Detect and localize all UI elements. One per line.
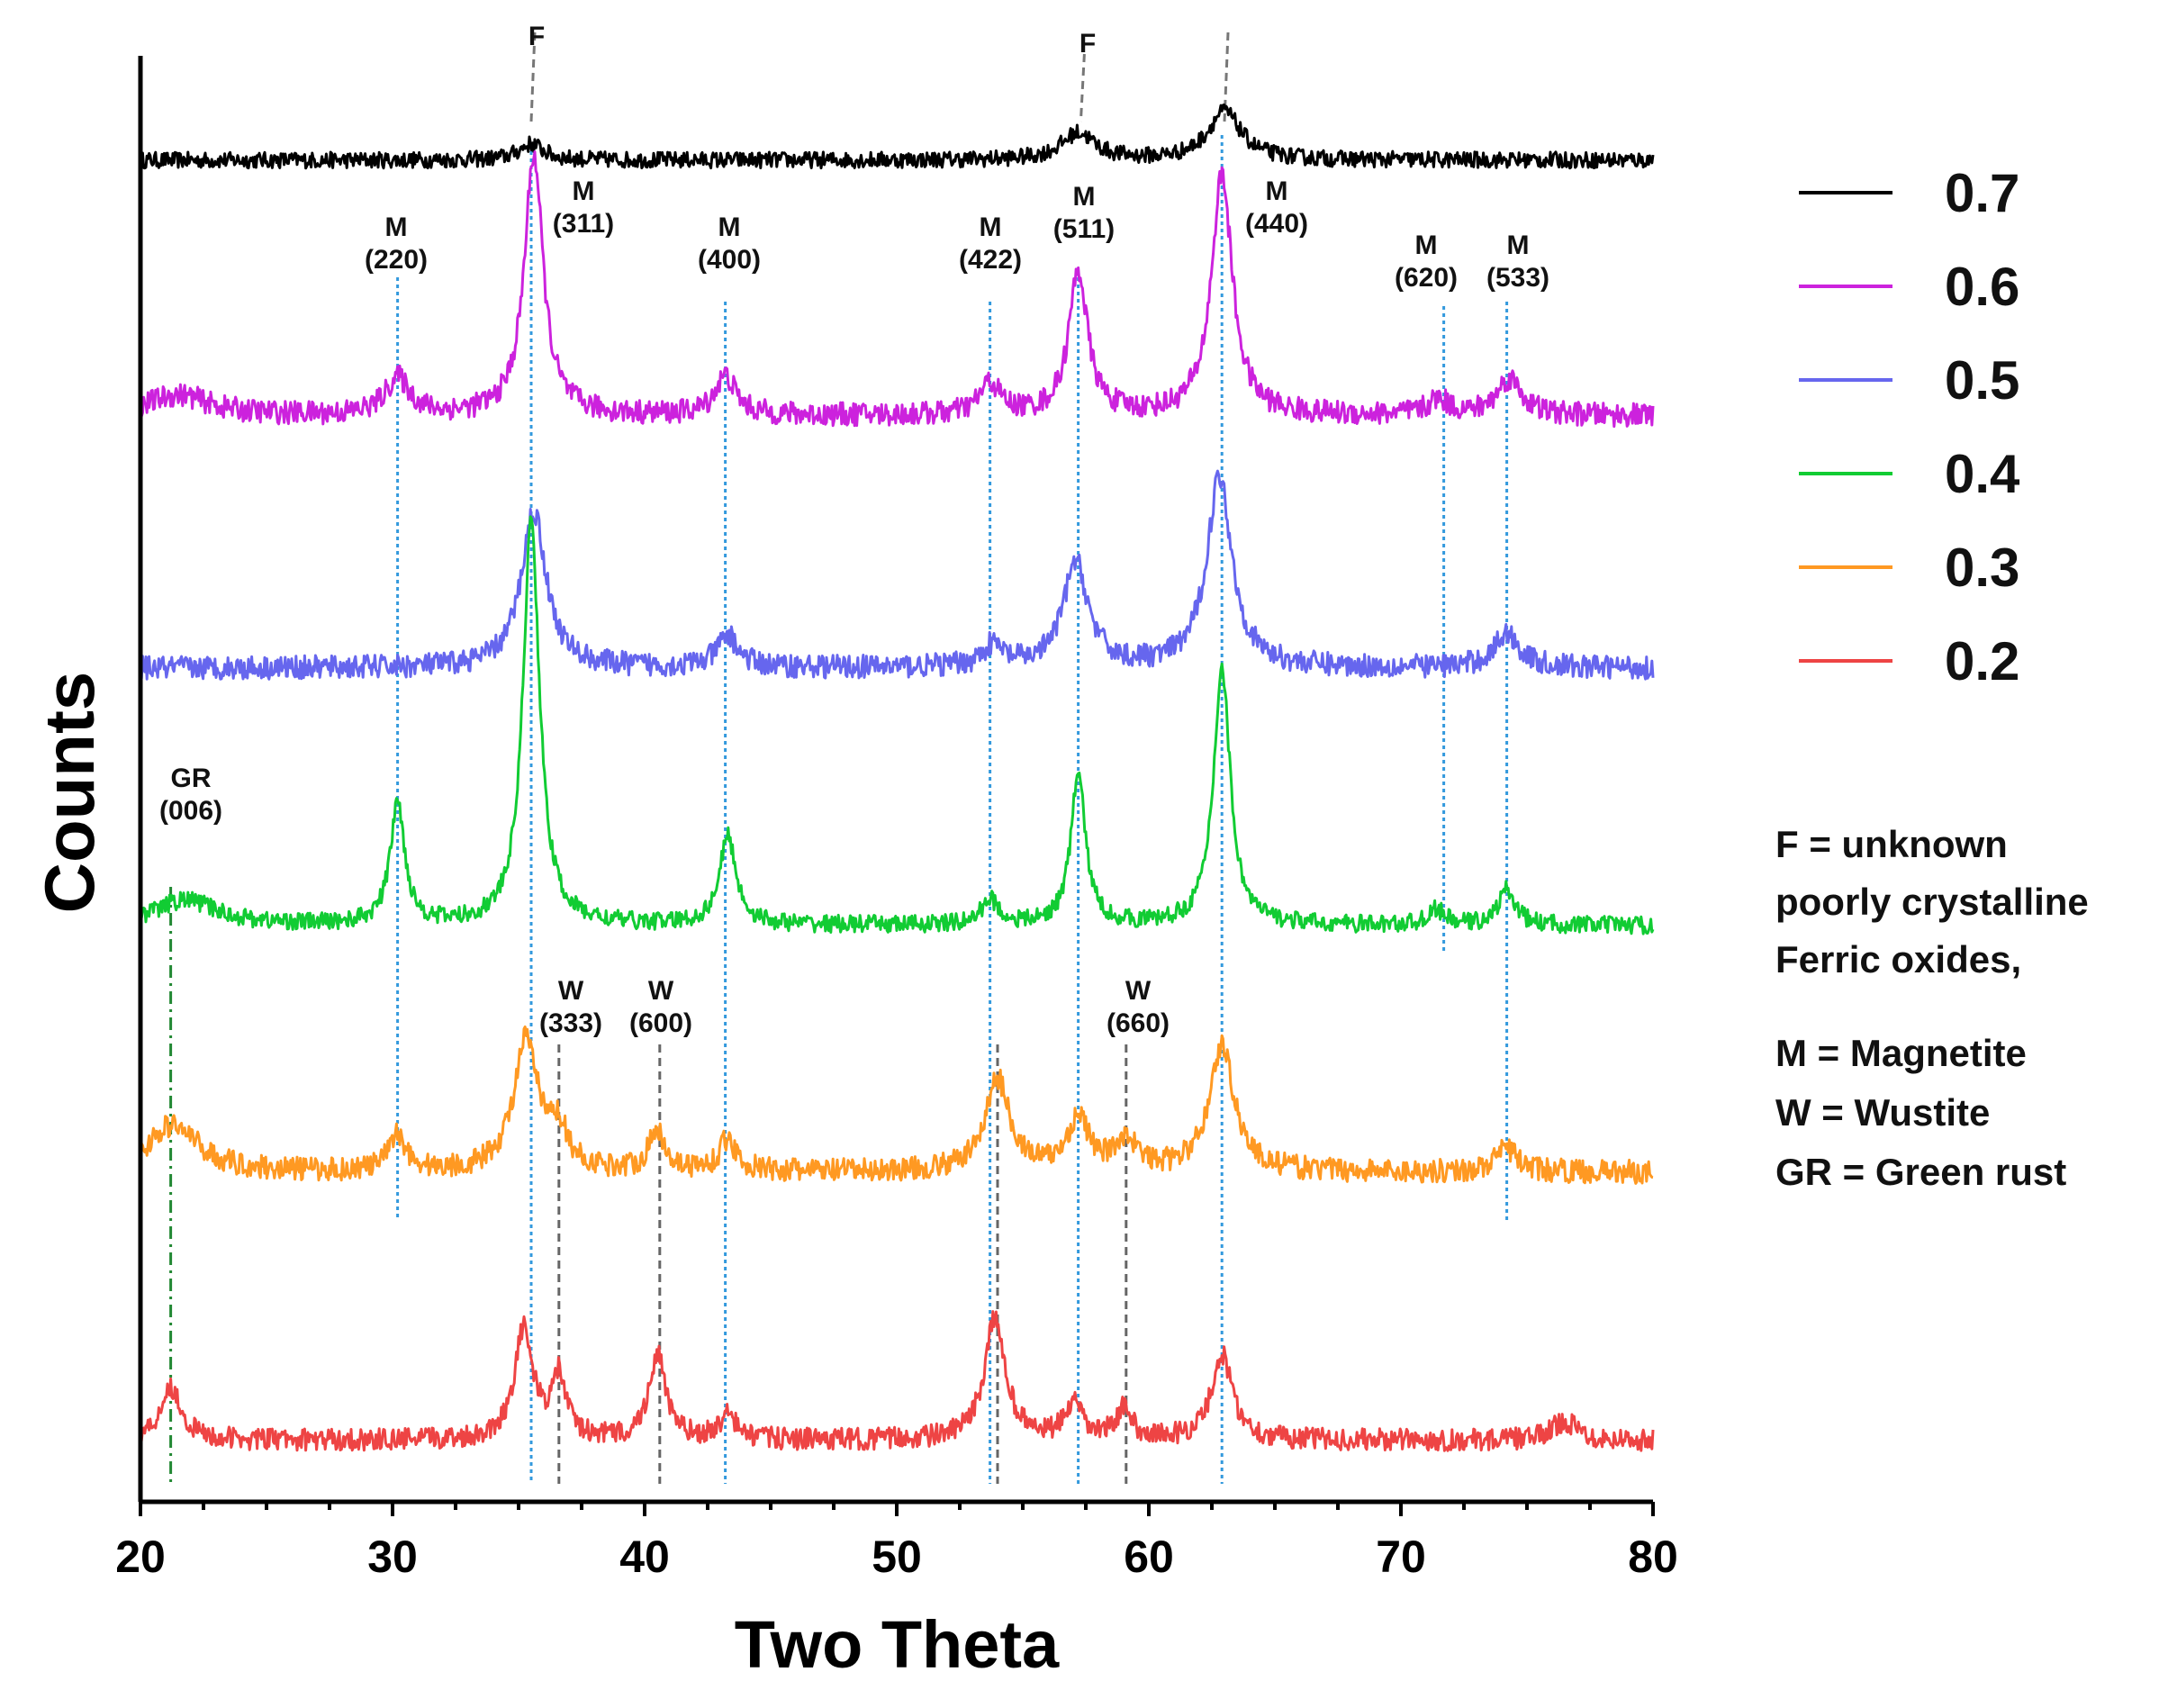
peak-hkl-w-11: (660) (1107, 1008, 1170, 1038)
peak-label-m-1: M (573, 176, 595, 206)
y-axis-title: Counts (30, 672, 109, 914)
legend-label-0-2: 0.2 (1945, 631, 2019, 691)
x-tick-label: 80 (1628, 1532, 1678, 1582)
x-ticks: 20 30 40 50 60 70 80 (115, 1502, 1678, 1582)
peak-hkl-w-8: (333) (539, 1008, 602, 1038)
series-line-0-3 (139, 1025, 1654, 1185)
legend-label-0-4: 0.4 (1945, 444, 2020, 504)
phase-notes: F = unknown poorly crystalline Ferric oxid… (1775, 823, 2089, 1193)
peak-label-m-5: M (1266, 176, 1288, 206)
peak-hkl-m-2: (400) (698, 245, 761, 275)
peak-hkl-m-3: (422) (959, 245, 1022, 275)
peak-hkl-w-9: (600) (629, 1008, 692, 1038)
peak-label-f-13: F (528, 22, 545, 51)
note-line: Ferric oxides, (1775, 938, 2021, 981)
legend: 0.7 0.6 0.5 0.4 0.3 0.2 (1799, 163, 2020, 691)
x-tick-label: 30 (367, 1532, 418, 1582)
x-tick-label: 70 (1376, 1532, 1426, 1582)
peak-label-gr-12: GR (171, 764, 212, 793)
peak-label-w-9: W (648, 976, 674, 1006)
peak-label-m-0: M (385, 212, 408, 242)
peak-hkl-m-1: (311) (553, 209, 614, 239)
series-line-0-6 (139, 150, 1655, 429)
note-line: W = Wustite (1775, 1091, 1990, 1134)
legend-label-0-3: 0.3 (1945, 538, 2019, 598)
x-tick-label: 40 (619, 1532, 670, 1582)
peak-label-w-11: W (1125, 976, 1152, 1006)
peak-hkl-m-0: (220) (365, 245, 428, 275)
note-line: poorly crystalline (1775, 881, 2089, 923)
series-line-0-2 (139, 1310, 1655, 1452)
peak-label-m-6: M (1415, 230, 1438, 260)
peak-hkl-m-4: (511) (1053, 214, 1115, 244)
ref-line-f-13 (529, 32, 537, 122)
peak-label-m-3: M (980, 212, 1002, 242)
peak-label-m-4: M (1073, 182, 1096, 212)
legend-label-0-5: 0.5 (1945, 350, 2019, 411)
x-axis-title: Two Theta (735, 1607, 1060, 1682)
series-line-0-4 (139, 515, 1655, 935)
series-line-0-7 (139, 103, 1655, 170)
peak-labels: M(220)M(311) M(400)M(422)M(511)M(440)M(62… (159, 22, 1549, 1038)
x-tick-label: 50 (872, 1532, 922, 1582)
x-tick-label: 60 (1124, 1532, 1174, 1582)
peak-hkl-m-5: (440) (1245, 209, 1308, 239)
note-line: F = unknown (1775, 823, 2008, 865)
note-line: M = Magnetite (1775, 1032, 2027, 1074)
legend-label-0-7: 0.7 (1945, 163, 2019, 223)
peak-hkl-m-6: (620) (1395, 263, 1458, 293)
legend-label-0-6: 0.6 (1945, 257, 2019, 317)
peak-hkl-gr-12: (006) (159, 796, 222, 826)
x-tick-label: 20 (115, 1532, 166, 1582)
peak-hkl-m-7: (533) (1486, 263, 1549, 293)
ref-line-f-14 (1079, 53, 1086, 122)
series-line-0-5 (139, 469, 1655, 681)
peak-label-m-2: M (718, 212, 741, 242)
peak-label-m-7: M (1507, 230, 1530, 260)
peak-label-w-8: W (558, 976, 584, 1006)
peak-label-f-14: F (1079, 29, 1096, 59)
note-line: GR = Green rust (1775, 1151, 2066, 1193)
series-lines (139, 103, 1655, 1452)
